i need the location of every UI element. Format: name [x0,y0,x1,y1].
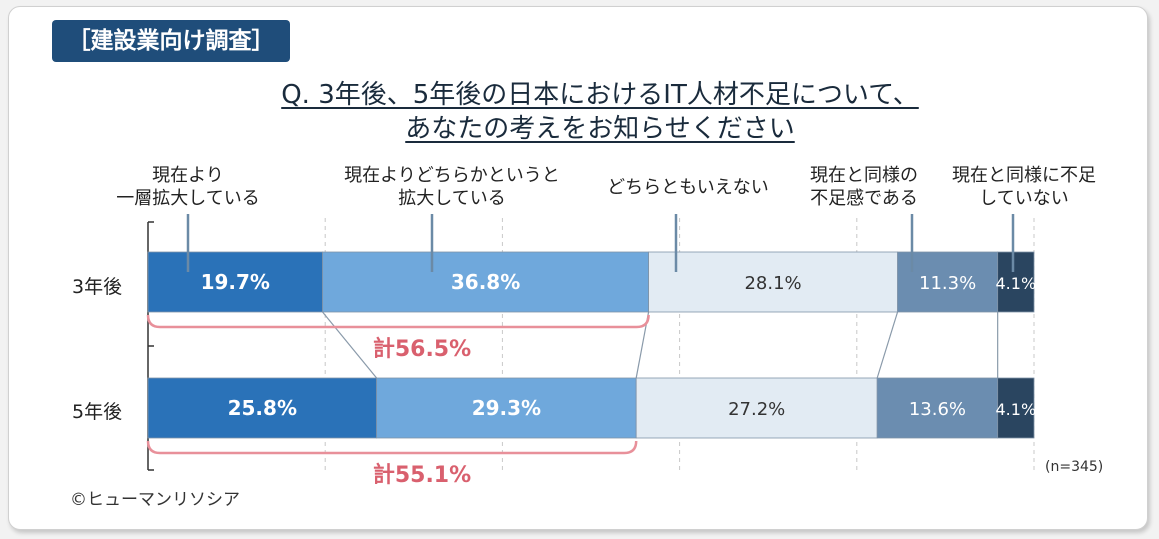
connector-line-1 [322,311,378,379]
bar-2-3 [635,377,878,439]
legend-label-line: 現在よりどちらかというと [344,165,560,186]
bar-2-2 [376,377,637,439]
value-label-1-3: 28.1% [744,273,801,294]
legend-label-line: 現在と同様の [810,165,918,186]
value-label-2-1: 25.8% [228,396,297,420]
value-label-2-4: 13.6% [909,399,966,420]
legend-label-3: どちらともいえない [607,176,769,199]
connector-line-3 [876,311,899,379]
total-bracket-2 [146,440,638,455]
value-label-2-3: 27.2% [728,399,785,420]
value-label-2-5: 4.1% [996,400,1037,419]
row-label-5years: 5年後 [72,401,123,423]
legend-label-line: 不足感である [810,188,918,209]
bar-2-1 [147,377,377,439]
legend-label-4: 現在と同様の 不足感である [810,164,918,210]
bar-1-2 [322,251,649,313]
sample-size-note: (n=345) [1045,459,1104,475]
total-label-1: 計56.5% [373,336,471,362]
value-label-2-2: 29.3% [472,396,541,420]
chart-title-line1: Q. 3年後、5年後の日本におけるIT人材不足について、 [281,80,919,110]
bar-1-1 [147,251,323,313]
value-label-1-2: 36.8% [451,270,520,294]
bar-2-4 [876,377,999,439]
legend-label-line: していない [979,188,1069,209]
legend-label-line: 現在より [152,165,224,186]
survey-tag: ［建設業向け調査］ [52,20,290,62]
total-label-2: 計55.1% [373,462,471,488]
legend-label-1: 現在より 一層拡大している [116,164,259,210]
value-label-1-5: 4.1% [996,274,1037,293]
legend-label-line: 一層拡大している [116,188,260,209]
total-bracket-1 [146,314,650,329]
bar-1-5 [997,251,1035,313]
value-label-1-4: 11.3% [919,273,976,294]
value-label-1-1: 19.7% [201,270,270,294]
legend-label-5: 現在と同様に不足 していない [952,164,1096,210]
chart-title-line2: あなたの考えをお知らせください [405,114,795,144]
row-label-3years: 3年後 [72,276,123,298]
legend-label-line: どちらともいえない [607,177,769,198]
bar-1-4 [897,251,999,313]
source-credit: ©ヒューマンリソシア [70,490,240,510]
legend-label-line: 現在と同様に不足 [952,165,1096,186]
bar-2-5 [997,377,1035,439]
legend-label-2: 現在よりどちらかというと 拡大している [344,164,560,210]
legend-label-line: 拡大している [398,188,506,209]
